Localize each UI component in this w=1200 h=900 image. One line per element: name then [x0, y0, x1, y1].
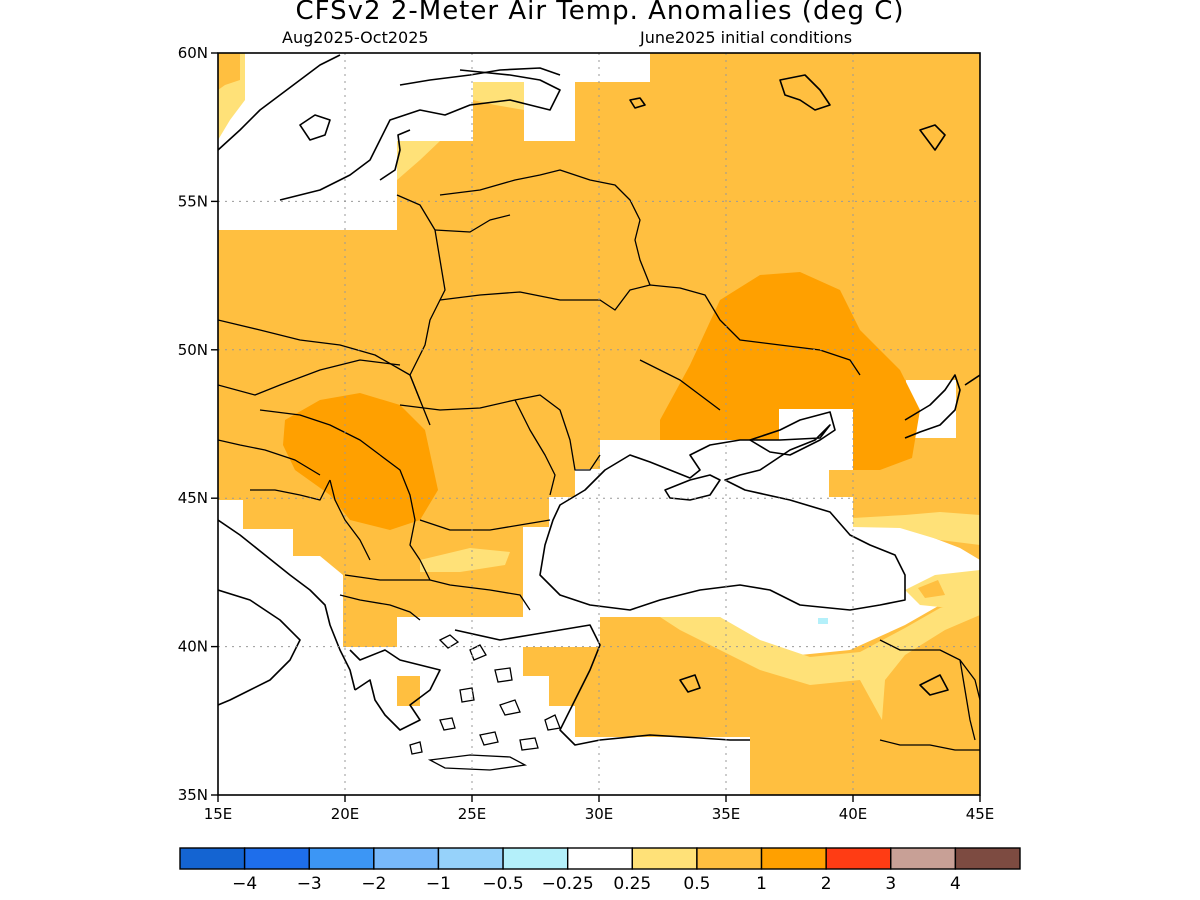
latitude-axis: 60N 55N 50N 45N 40N 35N — [178, 44, 218, 804]
gridlines — [218, 53, 980, 795]
caucasus-orange — [918, 580, 945, 598]
colorbar — [179, 847, 1021, 870]
country-borders — [218, 169, 980, 751]
colorbar-swatch-9 — [760, 847, 827, 870]
lat-tick-label-1: 55N — [178, 192, 208, 210]
lat-tick-label-5: 35N — [178, 786, 208, 804]
lon-tick-label-6: 45E — [966, 805, 995, 823]
colorbar-label-10: 3 — [885, 874, 896, 894]
hungary-serbia-anomaly — [283, 393, 438, 530]
lon-tick-label-3: 30E — [585, 805, 614, 823]
colorbar-swatch-6 — [566, 847, 634, 870]
colorbar-label-7: 0.5 — [683, 874, 710, 894]
colorbar-label-3: −1 — [426, 874, 451, 894]
lon-tick-label-5: 40E — [839, 805, 868, 823]
colorbar-label-8: 1 — [756, 874, 767, 894]
colorbar-label-9: 2 — [821, 874, 832, 894]
lat-tick-label-0: 60N — [178, 44, 208, 62]
balkans-anomaly — [343, 560, 523, 647]
colorbar-swatch-2 — [308, 847, 375, 870]
colorbar-swatch-0 — [179, 847, 246, 870]
forecast-period: Aug2025-Oct2025 — [282, 28, 429, 47]
aegean-islands — [409, 634, 561, 771]
colorbar-swatch-8 — [696, 847, 763, 870]
lat-tick-label-3: 45N — [178, 489, 208, 507]
lat-tick-label-2: 50N — [178, 341, 208, 359]
anatolia-yellow-band — [660, 597, 980, 720]
bulgaria-yellow — [420, 548, 510, 572]
east-black-sea-yellow — [853, 512, 980, 545]
colorbar-label-2: −2 — [361, 874, 386, 894]
colorbar-label-1: −3 — [297, 874, 322, 894]
colorbar-swatch-12 — [954, 847, 1021, 870]
lon-tick-label-0: 15E — [204, 805, 233, 823]
longitude-axis: 15E 20E 25E 30E 35E 40E 45E — [204, 795, 995, 823]
map-title: CFSv2 2-Meter Air Temp. Anomalies (deg C… — [295, 0, 905, 26]
colorbar-label-5: −0.25 — [542, 874, 594, 894]
lon-tick-label-2: 25E — [458, 805, 487, 823]
coastlines — [218, 54, 980, 746]
sw-scandinavia-orange — [218, 53, 240, 90]
colorbar-label-6: 0.25 — [613, 874, 651, 894]
colorbar-label-11: 4 — [950, 874, 961, 894]
colorbar-label-0: −4 — [232, 874, 257, 894]
ukraine-russia-anomaly — [660, 272, 920, 470]
colorbar-swatch-11 — [890, 847, 957, 870]
estonia-yellow — [473, 82, 524, 110]
initial-conditions: June2025 initial conditions — [640, 28, 853, 47]
peloponnese-anomaly — [397, 676, 420, 706]
lon-tick-label-1: 20E — [331, 805, 360, 823]
colorbar-swatch-10 — [825, 847, 892, 870]
lat-tick-label-4: 40N — [178, 638, 208, 656]
colorbar-swatch-4 — [437, 847, 504, 870]
colorbar-swatch-7 — [631, 847, 698, 870]
latvia-yellow — [397, 141, 440, 180]
colorbar-swatch-3 — [373, 847, 440, 870]
lon-tick-label-4: 35E — [712, 805, 741, 823]
anatolia-anomaly — [523, 595, 980, 795]
light-blue-patch — [818, 618, 828, 624]
colorbar-swatch-1 — [243, 847, 310, 870]
colorbar-swatch-5 — [502, 847, 569, 870]
colorbar-labels: −4 −3 −2 −1 −0.5 −0.25 0.25 0.5 1 2 3 4 — [232, 874, 961, 894]
colorbar-label-4: −0.5 — [482, 874, 523, 894]
